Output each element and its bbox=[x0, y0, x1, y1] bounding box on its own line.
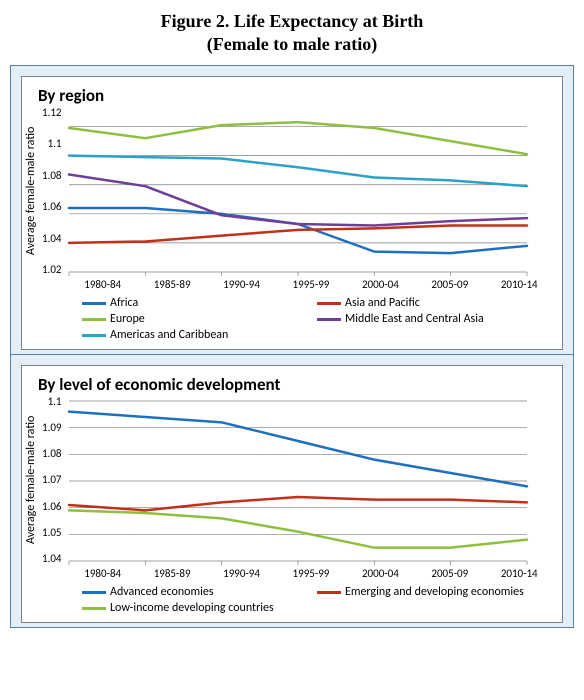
legend-swatch bbox=[82, 302, 106, 305]
chart-econ-ylabel: Average female-male ratio bbox=[22, 395, 42, 565]
series-line bbox=[69, 122, 527, 154]
ytick-label: 1.06 bbox=[42, 500, 62, 513]
xtick-label: 2000-04 bbox=[346, 567, 415, 580]
xtick-label: 1980-84 bbox=[68, 278, 137, 291]
xtick-label: 2005-09 bbox=[415, 278, 484, 291]
xtick-label: 1985-89 bbox=[137, 567, 206, 580]
xtick-label: 1990-94 bbox=[207, 567, 276, 580]
xtick-label: 1980-84 bbox=[68, 567, 137, 580]
legend-swatch bbox=[82, 334, 106, 337]
series-line bbox=[69, 510, 527, 547]
panel-region: By region Average female-male ratio 1.12… bbox=[10, 65, 574, 355]
chart-econ-title: By level of economic development bbox=[22, 366, 562, 395]
figure-title-line2: (Female to male ratio) bbox=[207, 34, 377, 54]
plot-svg bbox=[65, 395, 545, 565]
xtick-label: 1995-99 bbox=[276, 567, 345, 580]
xtick-label: 2000-04 bbox=[346, 278, 415, 291]
legend-label: Advanced economies bbox=[110, 585, 214, 599]
chart-econ-yticks: 1.1 1.09 1.08 1.07 1.06 1.05 1.04 bbox=[42, 395, 65, 565]
legend-label: Asia and Pacific bbox=[345, 296, 420, 310]
series-line bbox=[69, 412, 527, 487]
chart-econ-legend: Advanced economies Emerging and developin… bbox=[82, 580, 552, 622]
ytick-label: 1.07 bbox=[42, 473, 62, 486]
ytick-label: 1.06 bbox=[42, 200, 62, 213]
chart-region-legend: Africa Asia and Pacific Europe Middle East … bbox=[82, 291, 552, 349]
chart-region-yticks: 1.12 1.1 1.08 1.06 1.04 1.02 bbox=[42, 106, 65, 276]
chart-econ-xticks: 1980-841985-891990-941995-992000-042005-… bbox=[68, 565, 554, 580]
legend-label: Emerging and developing economies bbox=[345, 585, 524, 599]
figure-title: Figure 2. Life Expectancy at Birth (Fema… bbox=[10, 10, 574, 55]
legend-item: Americas and Caribbean bbox=[82, 327, 317, 343]
plot-svg bbox=[65, 106, 545, 276]
legend-item: Low-income developing countries bbox=[82, 600, 317, 616]
figure-title-line1: Figure 2. Life Expectancy at Birth bbox=[161, 11, 424, 31]
chart-region: By region Average female-male ratio 1.12… bbox=[21, 76, 563, 350]
ytick-label: 1.04 bbox=[42, 232, 62, 245]
chart-region-plot bbox=[65, 106, 562, 276]
legend-label: Low-income developing countries bbox=[110, 601, 274, 615]
ytick-label: 1.08 bbox=[42, 447, 62, 460]
legend-swatch bbox=[317, 318, 341, 321]
series-line bbox=[69, 225, 527, 242]
chart-region-xticks: 1980-841985-891990-941995-992000-042005-… bbox=[68, 276, 554, 291]
chart-region-ylabel: Average female-male ratio bbox=[22, 106, 42, 276]
ytick-label: 1.09 bbox=[42, 421, 62, 434]
legend-label: Europe bbox=[110, 312, 145, 326]
panel-econ: By level of economic development Average… bbox=[10, 355, 574, 628]
legend-swatch bbox=[82, 607, 106, 610]
legend-swatch bbox=[317, 302, 341, 305]
ytick-label: 1.04 bbox=[42, 552, 62, 565]
legend-item: Emerging and developing economies bbox=[317, 584, 552, 600]
ytick-label: 1.08 bbox=[42, 169, 62, 182]
chart-region-title: By region bbox=[22, 77, 562, 106]
ytick-label: 1.12 bbox=[42, 106, 62, 119]
legend-item: Advanced economies bbox=[82, 584, 317, 600]
xtick-label: 1985-89 bbox=[137, 278, 206, 291]
xtick-label: 2010-14 bbox=[485, 567, 554, 580]
series-line bbox=[69, 156, 527, 187]
ytick-label: 1.1 bbox=[42, 395, 62, 408]
ytick-label: 1.02 bbox=[42, 263, 62, 276]
legend-item: Africa bbox=[82, 295, 317, 311]
legend-label: Africa bbox=[110, 296, 138, 310]
xtick-label: 2005-09 bbox=[415, 567, 484, 580]
xtick-label: 1995-99 bbox=[276, 278, 345, 291]
ytick-label: 1.1 bbox=[42, 137, 62, 150]
ytick-label: 1.05 bbox=[42, 526, 62, 539]
legend-item: Asia and Pacific bbox=[317, 295, 552, 311]
legend-swatch bbox=[317, 591, 341, 594]
legend-label: Americas and Caribbean bbox=[110, 328, 228, 342]
legend-item: Europe bbox=[82, 311, 317, 327]
chart-econ-plot bbox=[65, 395, 562, 565]
legend-item: Middle East and Central Asia bbox=[317, 311, 552, 327]
xtick-label: 2010-14 bbox=[485, 278, 554, 291]
chart-econ: By level of economic development Average… bbox=[21, 365, 563, 623]
legend-label: Middle East and Central Asia bbox=[345, 312, 484, 326]
legend-swatch bbox=[82, 591, 106, 594]
legend-swatch bbox=[82, 318, 106, 321]
xtick-label: 1990-94 bbox=[207, 278, 276, 291]
series-line bbox=[69, 497, 527, 510]
